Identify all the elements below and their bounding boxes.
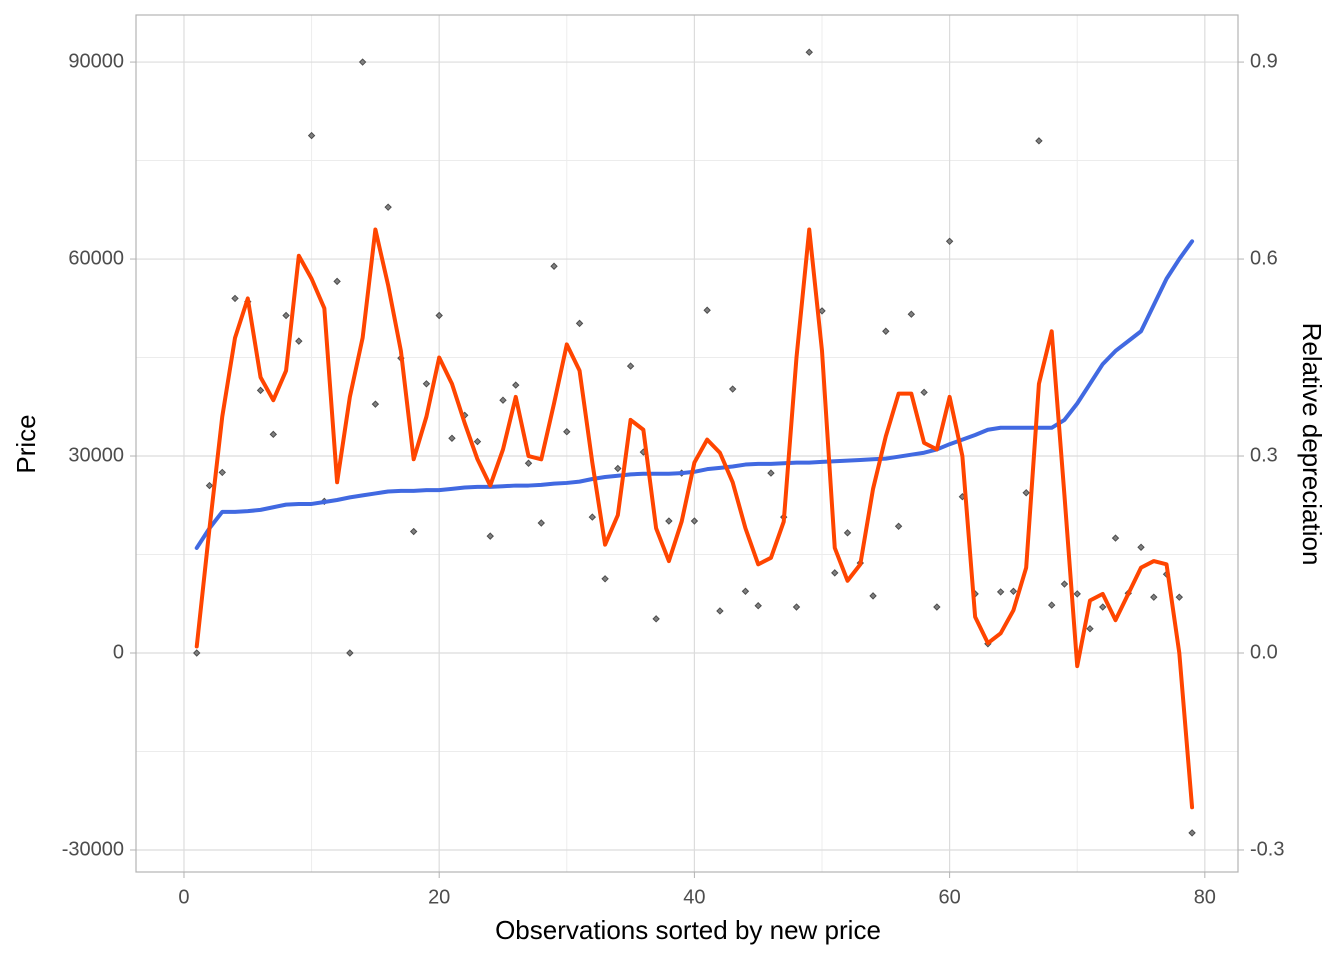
point: [422, 380, 431, 388]
y-tick-label: 90000: [68, 50, 124, 72]
point: [499, 396, 507, 404]
point: [690, 517, 699, 525]
point: [1099, 603, 1107, 611]
point: [716, 607, 724, 615]
point: [1035, 137, 1043, 145]
point: [1175, 593, 1184, 601]
point: [295, 337, 303, 345]
point: [193, 649, 201, 657]
y2-tick-label: 0.3: [1250, 444, 1278, 466]
point: [945, 237, 954, 246]
point: [1047, 601, 1056, 609]
point: [1086, 624, 1094, 633]
x-tick-label: 60: [938, 886, 960, 908]
point: [1009, 587, 1018, 595]
y2-tick-label: 0.0: [1250, 641, 1278, 663]
point: [282, 311, 290, 320]
point: [792, 603, 801, 611]
point: [601, 575, 609, 583]
x-tick-label: 80: [1194, 886, 1216, 908]
point: [882, 327, 890, 335]
y2-tick-label: 0.9: [1250, 50, 1278, 72]
y-tick-label: 0: [113, 641, 124, 663]
x-tick-label: 40: [683, 886, 705, 908]
point: [473, 437, 482, 446]
y-tick-label: 30000: [68, 444, 124, 466]
point: [435, 311, 443, 320]
point: [231, 294, 239, 303]
point: [1022, 489, 1030, 497]
point: [996, 588, 1005, 596]
x-tick-label: 0: [178, 886, 189, 908]
point: [1111, 534, 1120, 542]
point: [448, 434, 456, 442]
point: [741, 587, 750, 595]
point: [665, 517, 673, 525]
point: [575, 319, 584, 328]
point: [907, 310, 916, 318]
line: [194, 227, 1195, 810]
point: [1060, 580, 1069, 588]
point: [269, 430, 278, 439]
point: [933, 603, 941, 611]
point: [384, 203, 392, 211]
point: [894, 522, 903, 530]
point: [486, 532, 494, 540]
point: [1150, 593, 1158, 601]
point: [218, 468, 226, 477]
point: [754, 602, 762, 610]
x-axis-title: Observations sorted by new price: [495, 915, 881, 945]
panel-border: [135, 14, 1239, 873]
y-axis-title: Price: [11, 414, 41, 473]
point: [256, 386, 265, 395]
point: [843, 529, 852, 537]
point: [626, 362, 635, 370]
y2-axis-title: Relative depreciation: [1297, 323, 1327, 566]
point: [652, 615, 660, 623]
point: [614, 464, 622, 473]
point: [524, 459, 533, 467]
y2-tick-label: 0.6: [1250, 247, 1278, 269]
point: [307, 131, 316, 140]
point: [588, 513, 597, 521]
point: [537, 519, 545, 527]
point: [512, 381, 520, 389]
point: [1073, 590, 1081, 598]
point: [409, 527, 418, 536]
y2-tick-label: -0.3: [1250, 838, 1284, 860]
point: [920, 388, 928, 397]
point: [550, 262, 558, 270]
point: [767, 469, 775, 477]
point: [346, 649, 354, 657]
point: [358, 58, 367, 66]
point: [1137, 543, 1145, 551]
point: [805, 48, 813, 56]
point: [333, 277, 341, 286]
point: [831, 569, 839, 577]
point: [563, 428, 571, 436]
point: [205, 481, 214, 490]
point: [371, 400, 380, 408]
x-tick-label: 20: [428, 886, 450, 908]
point: [818, 307, 826, 315]
y-tick-label: 60000: [68, 247, 124, 269]
point: [1188, 829, 1196, 837]
y-tick-label: -30000: [62, 838, 124, 860]
point: [869, 592, 877, 600]
point: [703, 306, 711, 314]
point: [728, 385, 737, 393]
